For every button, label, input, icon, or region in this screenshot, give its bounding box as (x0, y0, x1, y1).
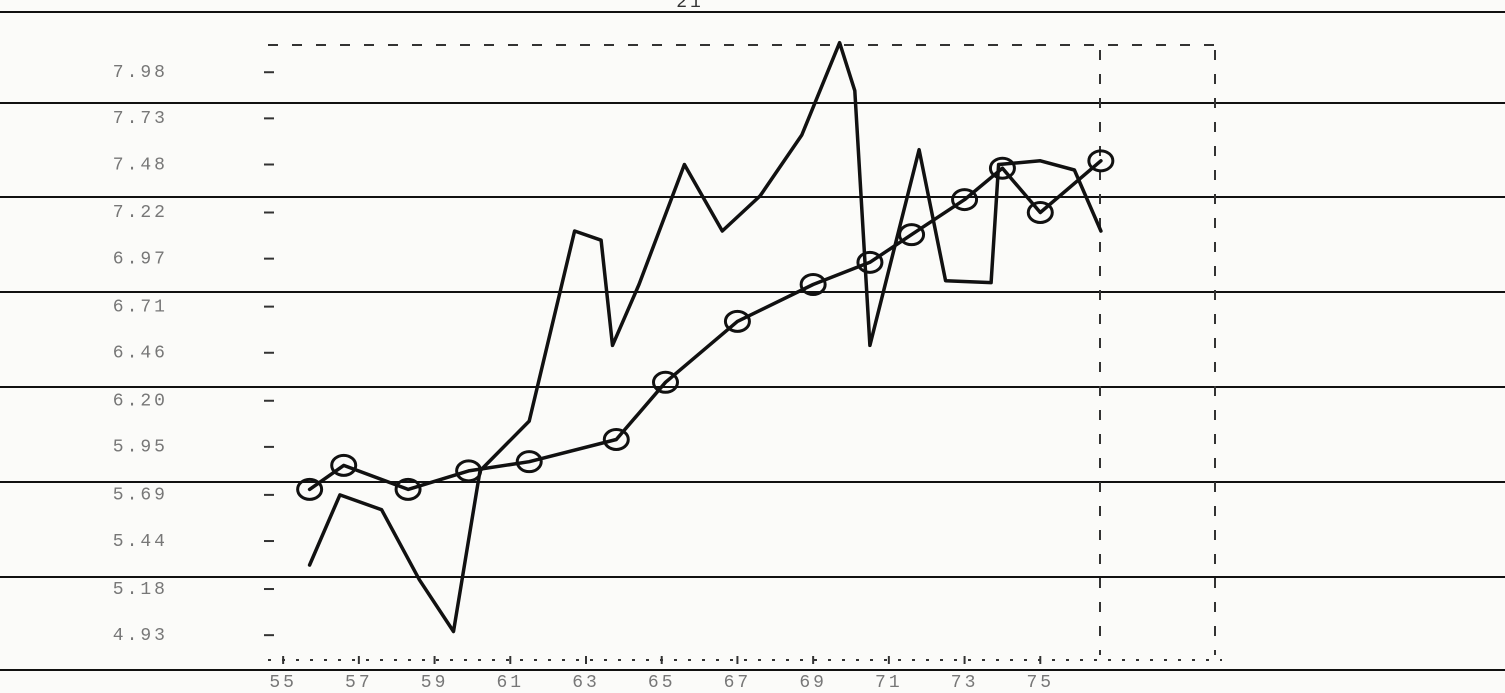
chart: 21 7.98 7.73 7.48 7.22 6.97 6.71 6.46 6.20 5.95 5… (0, 0, 1505, 693)
y-tick-label: 5.69 (113, 486, 168, 506)
y-tick-label: 6.46 (113, 344, 168, 364)
x-tick-label: 73 (951, 673, 979, 693)
x-tick-label: 67 (724, 673, 752, 693)
x-tick-label: 59 (421, 673, 449, 693)
x-tick-label: 75 (1026, 673, 1054, 693)
x-tick-label: 55 (269, 673, 297, 693)
x-tick-label: 63 (572, 673, 600, 693)
y-tick-label: 5.95 (113, 438, 168, 458)
y-tick-label: 6.20 (113, 392, 168, 412)
y-tick-label: 7.22 (113, 203, 168, 223)
y-tick-label: 6.97 (113, 249, 168, 269)
x-tick-label: 57 (345, 673, 373, 693)
y-tick-label: 7.73 (113, 109, 168, 129)
page-number: 21 (676, 0, 704, 13)
y-tick-label: 7.98 (113, 63, 168, 83)
x-tick-label: 69 (799, 673, 827, 693)
y-tick-label: 5.18 (113, 580, 168, 600)
x-tick-label: 61 (496, 673, 524, 693)
x-tick-label: 65 (648, 673, 676, 693)
y-tick-label: 5.44 (113, 532, 168, 552)
y-tick-label: 4.93 (113, 626, 168, 646)
y-tick-label: 6.71 (113, 297, 168, 317)
y-tick-label: 7.48 (113, 155, 168, 175)
x-tick-label: 71 (875, 673, 903, 693)
